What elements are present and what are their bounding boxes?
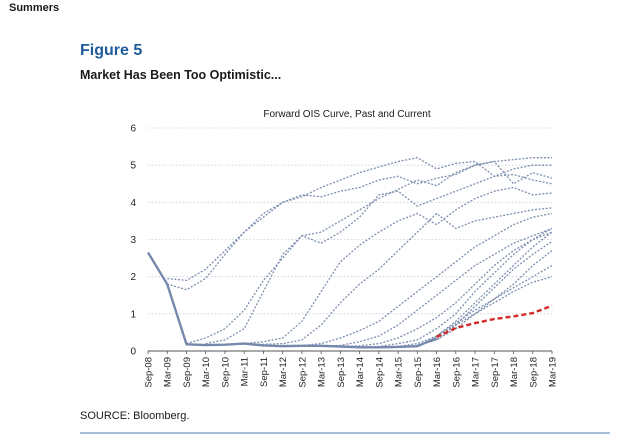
x-tick-label-Mar-16: Mar-16 [432,357,443,387]
x-tick-label-Mar-18: Mar-18 [509,357,520,387]
x-tick-label-Sep-16: Sep-16 [451,357,462,388]
page-header-label: Summers [9,2,60,14]
x-axis-ticks: Sep-08 Mar-09 Sep-09 Mar-10 Sep-10 Mar-11 Sep-… [144,351,559,388]
forward-curve-8 [321,227,553,348]
forward-curve-11 [378,231,553,348]
x-tick-label-Mar-19: Mar-19 [548,357,559,387]
bottom-rule [80,432,610,434]
y-tick-label-4: 4 [130,198,136,209]
forward-curve-1 [167,157,553,282]
y-axis-ticks: 0 1 2 3 4 5 6 [130,124,136,358]
current-forward-line [436,304,553,338]
x-tick-label-Mar-12: Mar-12 [278,357,289,387]
forward-curve-10 [359,227,553,348]
x-tick-label-Mar-13: Mar-13 [317,357,328,387]
x-tick-label-Sep-09: Sep-09 [182,357,193,388]
forward-curve-13 [417,240,553,347]
x-tick-label-Sep-14: Sep-14 [374,357,385,388]
y-tick-label-3: 3 [130,235,136,246]
x-tick-label-Mar-11: Mar-11 [240,357,251,386]
x-tick-label-Sep-13: Sep-13 [336,357,347,388]
realized-rate-series [146,251,438,349]
forward-curve-12 [398,250,553,348]
forward-curve-3 [186,157,552,345]
current-forward-series [436,304,553,338]
x-tick-label-Sep-12: Sep-12 [297,357,308,388]
forward-curve-5 [224,186,553,345]
y-tick-label-6: 6 [130,124,136,135]
forward-curve-6 [244,207,553,345]
figure-title: Market Has Been Too Optimistic... [80,68,282,82]
forward-curve-7 [282,212,553,347]
x-tick-label-Sep-11: Sep-11 [259,357,270,387]
x-tick-label-Sep-08: Sep-08 [144,357,155,388]
forward-curve-14 [436,264,553,337]
x-tick-label-Mar-17: Mar-17 [471,357,482,387]
forward-curve-2 [167,160,553,291]
x-tick-label-Mar-09: Mar-09 [163,357,174,387]
y-tick-label-2: 2 [130,272,136,283]
past-forward-curves [167,157,553,348]
x-tick-label-Mar-15: Mar-15 [394,357,405,387]
source-note: SOURCE: Bloomberg. [80,410,190,422]
x-tick-label-Sep-15: Sep-15 [413,357,424,388]
realized-rate-line [146,251,438,349]
gridlines [148,127,552,315]
forward-curve-4 [205,164,552,345]
x-tick-label-Sep-18: Sep-18 [528,357,539,388]
x-tick-label-Mar-10: Mar-10 [201,357,212,387]
chart-title: Forward OIS Curve, Past and Current [263,109,431,120]
y-tick-label-5: 5 [130,161,136,172]
x-tick-label-Sep-17: Sep-17 [490,357,501,388]
figure-label: Figure 5 [80,42,143,59]
forward-curve-15 [436,276,553,337]
x-tick-label-Sep-10: Sep-10 [220,357,231,388]
y-tick-label-0: 0 [130,347,136,358]
y-tick-label-1: 1 [130,309,136,320]
x-tick-label-Mar-14: Mar-14 [355,357,366,387]
